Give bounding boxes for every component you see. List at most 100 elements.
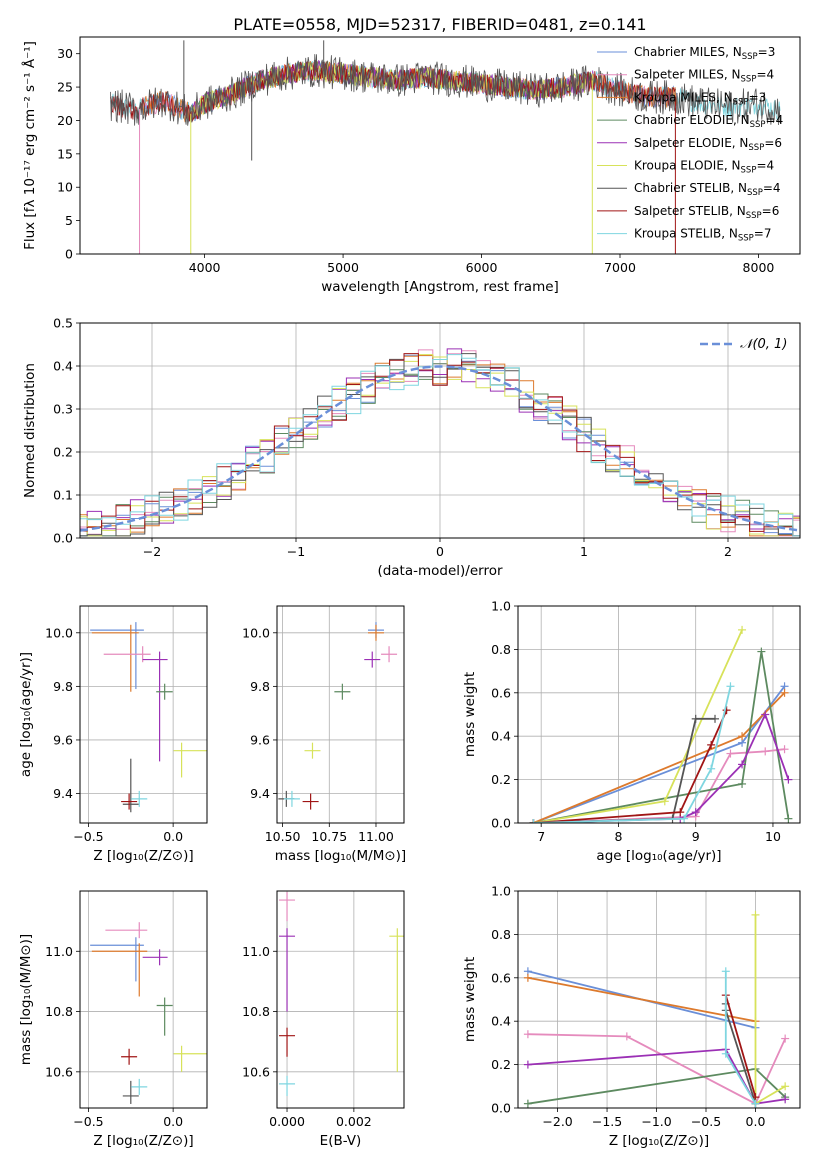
data-point [91,624,139,692]
data-point [364,651,381,668]
weight-marker [738,779,747,788]
x-tick-label: 2 [724,544,732,559]
weight-marker [660,797,669,806]
y-tick-label: 0.6 [491,685,511,700]
y-axis-label: mass [log₁₀(M/M⊙)] [18,934,34,1065]
weight-marker [721,967,730,976]
weight-marker [523,1099,532,1108]
weight-marker [784,775,793,784]
data-point [367,624,384,641]
weight-marker [780,688,789,697]
weight-marker [523,973,532,982]
weight-marker [711,714,720,723]
y-tick-label: 0.3 [53,402,73,417]
y-tick-label: 9.8 [53,679,73,694]
x-tick-label: 11.00 [358,829,394,844]
x-tick-label: −0.5 [691,1114,721,1129]
spectrum-lines [110,40,781,254]
figure-title: PLATE=0558, MJD=52317, FIBERID=0481, z=0… [233,15,646,34]
x-tick-label: −1.0 [641,1114,671,1129]
y-tick-label: 11.0 [45,944,73,959]
weight-vs-age-panel: 7 8 9 10 0.0 0.2 0.4 0.6 0.8 1.0 age [log₁₀(age/yr… [462,599,801,864]
y-tick-label: 30 [57,46,73,61]
x-tick-label: 7 [537,829,545,844]
weight-marker [757,647,766,656]
weight-marker [781,1095,790,1104]
y-tick-label: 10.6 [242,1064,270,1079]
y-tick-label: 0.6 [491,970,511,985]
data-point [279,928,296,1012]
weight-marker [721,1049,730,1058]
y-tick-label: 0.0 [491,816,511,831]
axes-frame [79,605,208,824]
y-tick-label: 10.0 [45,625,73,640]
weight-marker [680,814,689,823]
x-tick-label: 0.000 [269,1114,305,1129]
errorbars [278,622,398,810]
x-axis-label: (data-model)/error [377,563,503,579]
data-point [279,892,296,922]
x-tick-label: 9 [692,829,700,844]
legend-label: Salpeter STELIB, NSSP=6 [634,204,779,221]
legend-label: Chabrier STELIB, NSSP=4 [634,181,781,198]
y-tick-label: 9.6 [250,732,270,747]
weight-marker [691,714,700,723]
y-tick-label: 0.8 [491,927,511,942]
data-point [105,922,148,939]
y-tick-label: 11.0 [242,944,270,959]
weight-marker [726,682,735,691]
y-tick-label: 9.4 [53,786,73,801]
data-point [90,622,144,690]
data-point [389,928,404,1072]
x-axis-label: Z [log₁₀(Z/Z⊙)] [609,1133,709,1149]
x-tick-label: 10 [765,829,781,844]
y-tick-label: 0.4 [491,1014,511,1029]
weight-series [724,994,757,1098]
legend-label: Salpeter ELODIE, NSSP=6 [634,136,782,153]
weight-marker [761,710,770,719]
data-point [304,742,321,759]
x-tick-label: 1 [580,544,588,559]
weight-marker [691,808,700,817]
x-axis-label: E(B-V) [320,1133,362,1149]
y-tick-label: 0.2 [491,1057,511,1072]
y-tick-label: 0.2 [491,772,511,787]
weight-marker [726,749,735,758]
weight-marker [738,625,747,634]
y-tick-label: 20 [57,113,73,128]
x-tick-label: 0.002 [336,1114,372,1129]
x-tick-label: 0.0 [746,1114,766,1129]
data-point [156,997,173,1036]
data-point [121,1048,138,1065]
y-tick-label: 9.4 [250,786,270,801]
data-point [91,943,148,997]
data-point [131,1078,148,1095]
x-tick-label: 4000 [189,260,221,275]
x-tick-label: 0.0 [163,1114,183,1129]
axes-frame [517,890,801,1109]
x-axis-label: Z [log₁₀(Z/Z⊙)] [93,1133,193,1149]
y-tick-label: 10.8 [45,1004,73,1019]
weight-series [527,976,756,1023]
weight-marker [676,808,685,817]
weight-marker [622,1032,631,1041]
axes-frame [276,605,405,824]
weight-series [533,686,732,823]
legend-label: Kroupa ELODIE, NSSP=4 [634,159,774,176]
data-point [173,742,207,778]
y-tick-label: 9.8 [250,679,270,694]
axes-frame [276,890,405,1109]
weight-marker [784,814,793,823]
x-axis-label: mass [log₁₀(M/M⊙)] [275,848,406,864]
y-axis-label: age [log₁₀(age/yr)] [18,652,34,777]
legend-label: Salpeter MILES, NSSP=4 [634,68,774,85]
x-tick-label: 0.0 [163,829,183,844]
weight-marker [761,747,770,756]
x-axis-label: Z [log₁₀(Z/Z⊙)] [93,848,193,864]
x-tick-label: 8000 [743,260,775,275]
axes-frame [79,322,801,539]
histogram-series [80,354,800,537]
legend-label: Kroupa MILES, NSSP=3 [634,90,766,107]
y-axis-label: Flux [fλ 10⁻¹⁷ erg cm⁻² s⁻¹ Å⁻¹] [21,41,38,250]
